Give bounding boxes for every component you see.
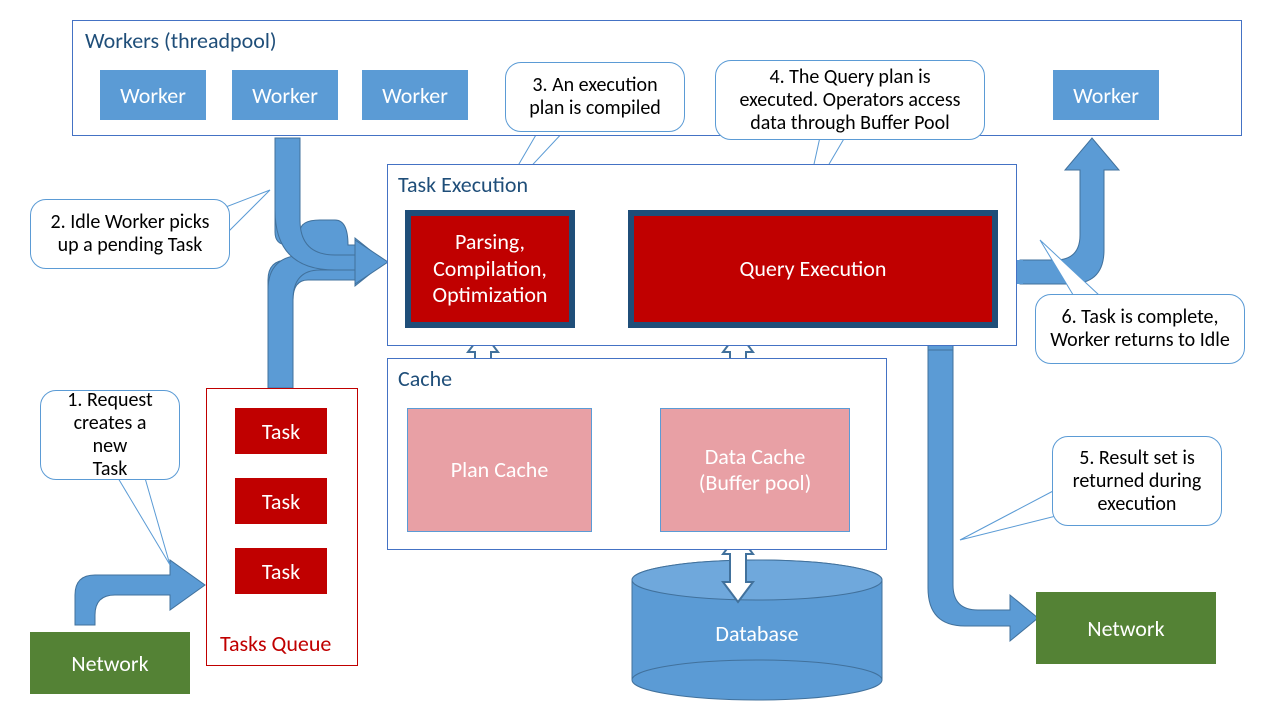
task-1: Task	[235, 478, 327, 524]
cache-title: Cache	[398, 365, 452, 392]
arrow-exec-to-worker	[1020, 138, 1119, 284]
callout5-tail	[960, 490, 1060, 540]
workers-title: Workers (threadpool)	[85, 27, 277, 54]
callout-4: 4. The Query plan is executed. Operators…	[715, 60, 985, 140]
plan-cache-box: Plan Cache	[407, 408, 592, 532]
callout6-tail	[1040, 240, 1100, 298]
callout-2: 2. Idle Worker picks up a pending Task	[30, 199, 230, 269]
callout-6: 6. Task is complete, Worker returns to I…	[1035, 294, 1245, 364]
task-execution-title: Task Execution	[398, 171, 528, 198]
worker-box-3: Worker	[1053, 70, 1159, 120]
parsing-box: Parsing, Compilation, Optimization	[405, 210, 575, 328]
database-label: Database	[632, 620, 882, 647]
task-2: Task	[235, 548, 327, 594]
arrow-join-right2	[1017, 260, 1023, 284]
arrow-exec-to-network	[928, 348, 1038, 641]
query-execution-box: Query Execution	[628, 210, 998, 328]
worker-box-0: Worker	[100, 70, 206, 120]
worker-box-1: Worker	[232, 70, 338, 120]
network-left: Network	[30, 632, 190, 694]
arrow-queue-and-worker-to-exec	[268, 138, 385, 388]
worker-box-2: Worker	[362, 70, 468, 120]
tasks-queue-label: Tasks Queue	[220, 630, 331, 657]
callout1-tail	[118, 478, 170, 565]
arrow-merge-worker-branch	[275, 138, 355, 270]
callout-5: 5. Result set is returned during executi…	[1052, 436, 1222, 526]
data-cache-box: Data Cache (Buffer pool)	[660, 408, 850, 532]
arrow-network-to-queue	[75, 560, 205, 625]
arrow-merge-main	[268, 240, 388, 388]
task-0: Task	[235, 408, 327, 454]
callout-1: 1. Request creates a new Task	[40, 390, 180, 480]
network-right: Network	[1036, 592, 1216, 664]
callout-3: 3. An execution plan is compiled	[505, 62, 685, 132]
